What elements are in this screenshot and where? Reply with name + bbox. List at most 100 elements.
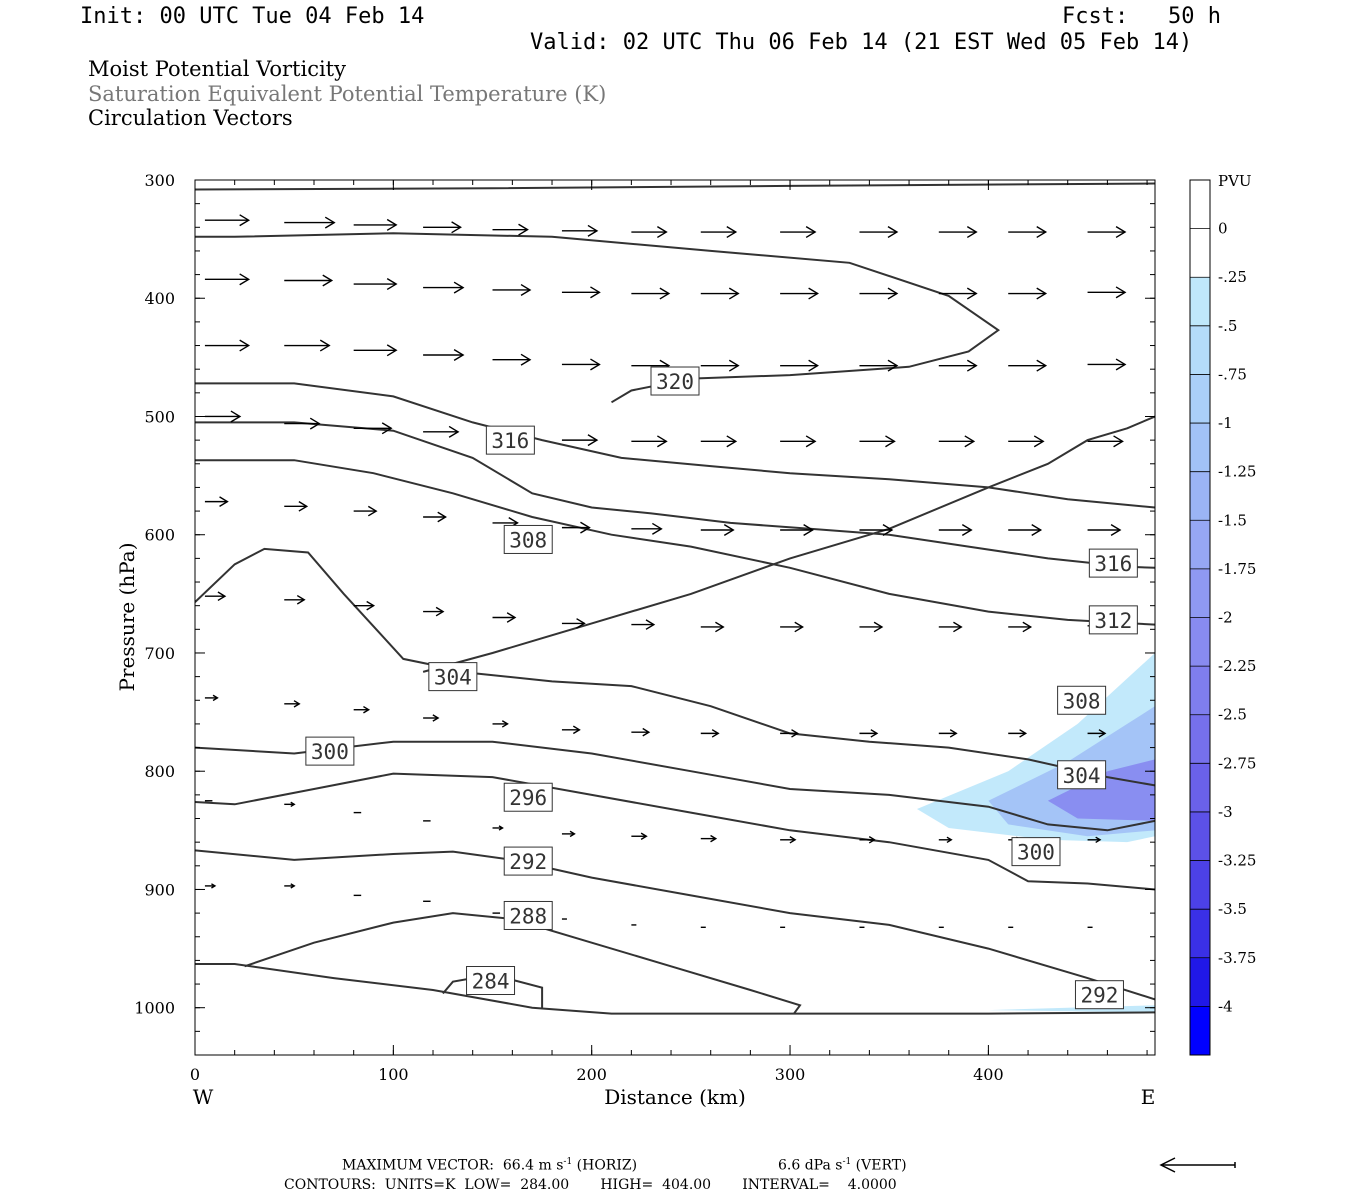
vector-arrow	[631, 619, 656, 630]
vector-head	[794, 621, 804, 633]
colorbar-box	[1190, 811, 1210, 861]
contour-label-box	[305, 736, 355, 766]
vector-arrow	[938, 287, 978, 300]
x-tick-label: 100	[378, 1065, 409, 1084]
vector-arrow	[631, 727, 651, 737]
forecast-hour: Fcst: 50 h	[1062, 4, 1221, 29]
field-name-vectors: Circulation Vectors	[88, 106, 293, 130]
vector-arrow	[423, 606, 445, 617]
contour-label-284: 284	[466, 966, 516, 996]
contour-label-box	[428, 662, 478, 692]
vector-arrow	[859, 359, 899, 372]
x-tick-label: 0	[190, 1065, 200, 1084]
y-tick-label: 900	[144, 880, 175, 899]
y-axis-title: Pressure (hPa)	[115, 543, 139, 692]
vector-arrow	[204, 410, 242, 423]
vector-head	[652, 522, 663, 535]
vector-arrow	[423, 281, 465, 294]
vector-arrow	[938, 836, 953, 844]
x-tick-label: 400	[973, 1065, 1004, 1084]
contour-label-text: 320	[656, 370, 694, 394]
vector-arrow	[700, 729, 720, 738]
colorbar-label: -2.75	[1218, 754, 1256, 772]
vector-arrow	[938, 621, 963, 633]
vector-head	[808, 287, 819, 300]
colorbar-box	[1190, 228, 1210, 278]
vector-head	[453, 348, 465, 362]
vector-head	[386, 278, 398, 291]
vector-arrow	[204, 273, 251, 286]
colorbar-label: -3.25	[1218, 852, 1256, 870]
contour-line-296	[195, 772, 1155, 891]
vector-arrow	[561, 725, 581, 735]
vector-arrow	[492, 825, 504, 831]
vector-head	[887, 226, 899, 239]
vector-head	[882, 523, 894, 537]
vector-arrow	[1087, 358, 1127, 371]
contour-line-292	[195, 849, 1155, 1001]
contour-label-box	[485, 425, 535, 455]
contour-info: CONTOURS: UNITS=K LOW= 284.00 HIGH= 404.…	[284, 1177, 897, 1193]
vector-arrow	[859, 729, 879, 738]
contour-label-box	[1088, 548, 1138, 578]
vector-head	[1115, 286, 1127, 299]
vector-head	[296, 594, 306, 605]
vector-head	[868, 836, 876, 844]
vector-head	[715, 621, 725, 633]
vector-arrow	[353, 505, 378, 517]
vector-head	[728, 287, 740, 300]
init-time: Init: 00 UTC Tue 04 Feb 14	[80, 4, 425, 29]
pv-colorbar: PVU 0 -.25 -.5 -.75 -1 -1.25 -1.5 -1.75 -2 -2.25 -2…	[1189, 172, 1256, 1056]
vector-head	[1031, 523, 1043, 537]
vector-arrow	[561, 434, 599, 447]
contour-label-box	[503, 524, 553, 554]
vector-head	[710, 834, 718, 843]
vector-head	[212, 694, 219, 702]
vector-head	[432, 714, 440, 722]
colorbar-label: -1.75	[1218, 560, 1256, 578]
y-tick-label: 1000	[134, 999, 175, 1018]
contour-label-box	[650, 366, 700, 396]
vector-arrow	[284, 274, 334, 287]
contour-label-text: 292	[1080, 984, 1118, 1008]
vector-head	[1113, 435, 1124, 448]
colorbar-box	[1190, 617, 1210, 667]
colorbar-units: PVU	[1218, 172, 1252, 190]
vector-head	[1033, 435, 1045, 448]
vector-arrow	[780, 621, 804, 633]
colorbar-label: -4	[1218, 997, 1233, 1015]
contour-label-box	[503, 846, 553, 876]
vector-arrow	[700, 226, 738, 239]
contour-label-text: 300	[311, 740, 349, 764]
vector-head	[885, 435, 896, 448]
contour-label-text: 316	[1094, 552, 1132, 576]
pv-region-2	[1047, 759, 1155, 821]
contour-label-box	[503, 782, 553, 812]
colorbar-label: -1	[1218, 414, 1233, 432]
colorbar-box	[1190, 471, 1210, 521]
vector-arrow	[631, 287, 671, 300]
contour-label-text: 296	[509, 786, 547, 810]
colorbar-box	[1190, 568, 1210, 618]
contour-label-316: 316	[1088, 548, 1138, 578]
vector-head	[659, 287, 671, 300]
vector-arrow	[780, 359, 819, 372]
contour-label-288: 288	[503, 900, 553, 930]
vector-head	[587, 434, 599, 447]
field-name-theta-es: Saturation Equivalent Potential Temperat…	[88, 82, 607, 106]
vector-head	[1036, 226, 1048, 239]
vector-head	[572, 725, 581, 735]
contour-label-text: 300	[1017, 841, 1055, 865]
vector-head	[298, 501, 309, 512]
contour-line-308	[195, 547, 1155, 787]
colorbar-box	[1190, 1006, 1210, 1055]
contour-line-316	[195, 421, 1155, 569]
colorbar-box	[1190, 957, 1210, 1007]
contour-label-292: 292	[1074, 980, 1124, 1010]
vector-head	[230, 410, 242, 423]
vector-arrow	[492, 223, 529, 236]
vector-head	[645, 619, 656, 630]
max-vector-vert: 6.6 dPa s-1 (VERT)	[778, 1157, 907, 1174]
pv-region-3	[988, 1005, 1155, 1013]
colorbar-label: -2.25	[1218, 657, 1256, 675]
